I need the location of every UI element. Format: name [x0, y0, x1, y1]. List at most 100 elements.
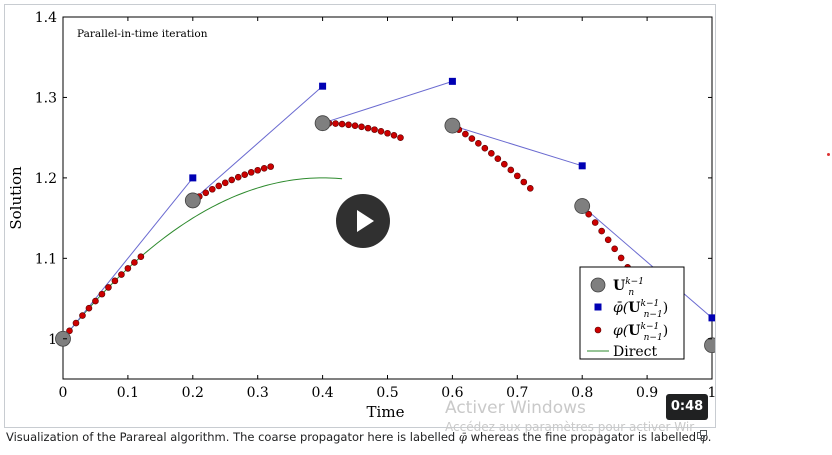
- direct-series: [62, 177, 343, 340]
- legend-symbol-U: [590, 277, 606, 293]
- chart: Time Solution Parallel-in-time iteration 0…: [7, 10, 715, 421]
- fine-point: [338, 120, 346, 128]
- fine-point: [488, 150, 495, 157]
- legend-prefix: φ̄(: [613, 300, 629, 316]
- fine-point: [526, 185, 534, 192]
- enlarge-icon[interactable]: [697, 430, 707, 439]
- coarse-line: [192, 85, 323, 201]
- fine-point: [221, 179, 229, 187]
- figure-caption: Visualization of the Parareal algorithm.…: [6, 430, 711, 444]
- legend-main: U: [613, 278, 625, 294]
- iterate-point: [184, 192, 201, 209]
- fine-point: [254, 166, 261, 174]
- coarse-point: [189, 174, 197, 182]
- fine-point: [351, 122, 359, 130]
- ticks: 0 0.1 0.2 0.3 0.4 0.5 0.6 0.7 0.8 0.9 1 1 1.1 1.2 1.3 1…: [35, 10, 715, 401]
- iterate-point: [314, 115, 331, 132]
- x-tick-label: 0.9: [636, 385, 658, 401]
- fine-point: [468, 135, 476, 142]
- y-tick-label: 1.3: [35, 90, 57, 106]
- fine-point: [215, 182, 223, 190]
- legend-label: Uk−1 n: [613, 277, 644, 298]
- x-tick-label: 0.5: [376, 385, 398, 401]
- fine-point: [598, 227, 605, 235]
- legend-main: U: [628, 323, 640, 339]
- fine-point: [585, 210, 592, 218]
- iterate-point: [574, 198, 591, 214]
- legend-suffix: ): [663, 300, 668, 316]
- fine-point: [105, 284, 112, 291]
- y-tick-label: 1.2: [35, 171, 57, 187]
- x-tick-label: 0.4: [311, 385, 333, 401]
- x-tick-label: 0.8: [571, 385, 593, 401]
- coarse-line: [62, 177, 194, 340]
- fine-point: [513, 172, 521, 180]
- fine-point: [260, 165, 268, 172]
- fine-point: [92, 297, 99, 305]
- fine-point: [520, 178, 528, 186]
- legend: Uk−1 nφ̄(Uk−1 n−1)φ(Uk−1 n−1)Direct: [579, 266, 685, 360]
- x-tick-label: 0.2: [182, 385, 204, 401]
- figure-frame: Time Solution Parallel-in-time iteration 0…: [4, 4, 716, 428]
- play-icon: [357, 210, 374, 232]
- caption-coarse-symbol: φ̄: [458, 430, 467, 444]
- coarse-point: [578, 162, 586, 170]
- legend-sup: k−1: [625, 277, 644, 287]
- fine-point: [377, 128, 385, 135]
- fine-point: [79, 312, 86, 319]
- x-tick-label: 0.1: [117, 385, 139, 401]
- play-button[interactable]: [336, 194, 390, 248]
- fine-point: [494, 155, 502, 162]
- y-tick-label: 1.4: [35, 10, 57, 26]
- x-tick-label: 0.3: [247, 385, 269, 401]
- fine-point: [371, 126, 378, 133]
- fine-point: [358, 123, 365, 131]
- y-axis-label: Solution: [7, 166, 25, 230]
- legend-label: Direct: [613, 344, 658, 360]
- fine-point: [111, 277, 119, 285]
- coarse-line: [322, 80, 453, 124]
- fine-point: [118, 271, 125, 278]
- fine-point: [332, 120, 339, 127]
- legend-suffix: ): [663, 323, 668, 339]
- fine-point: [72, 319, 80, 327]
- fine-point: [241, 171, 249, 178]
- fine-point: [501, 160, 508, 168]
- fine-point: [384, 129, 391, 137]
- fine-point: [611, 245, 618, 253]
- coarse-series: [62, 77, 715, 340]
- fine-point: [131, 259, 138, 266]
- fine-point: [247, 169, 255, 176]
- fine-point: [604, 236, 612, 244]
- legend-label: φ(Uk−1 n−1): [613, 322, 668, 343]
- fine-point: [228, 176, 236, 184]
- fine-point: [345, 121, 352, 129]
- y-tick-label: 1: [48, 332, 57, 348]
- caption-text-2: whereas the fine propagator is labelled: [466, 430, 700, 444]
- coarse-line: [581, 205, 713, 319]
- legend-main: U: [628, 300, 640, 316]
- legend-sub: n−1: [644, 333, 663, 343]
- fine-point: [507, 166, 515, 174]
- caption-text-3: .: [707, 430, 712, 444]
- iterate-point: [444, 117, 461, 134]
- fine-point: [137, 253, 145, 261]
- video-timer: 0:48: [666, 394, 708, 420]
- x-axis-label: Time: [367, 403, 405, 421]
- fine-point: [124, 265, 132, 272]
- coarse-line: [452, 125, 583, 167]
- iterate-point: [704, 337, 715, 354]
- coarse-point: [708, 314, 715, 322]
- x-tick-label: 0.6: [441, 385, 463, 401]
- legend-label: φ̄(Uk−1 n−1): [613, 299, 668, 320]
- fine-point: [98, 290, 106, 298]
- caption-text-1: Visualization of the Parareal algorithm.…: [6, 430, 459, 444]
- fine-point: [390, 132, 398, 139]
- y-tick-label: 1.1: [35, 251, 57, 267]
- direct-curve: [62, 177, 343, 340]
- fine-point: [66, 327, 73, 335]
- stray-dot: [827, 153, 830, 156]
- legend-sup: k−1: [640, 322, 659, 332]
- legend-symbol-coarse: [594, 303, 602, 311]
- x-tick-label: 0: [59, 385, 68, 401]
